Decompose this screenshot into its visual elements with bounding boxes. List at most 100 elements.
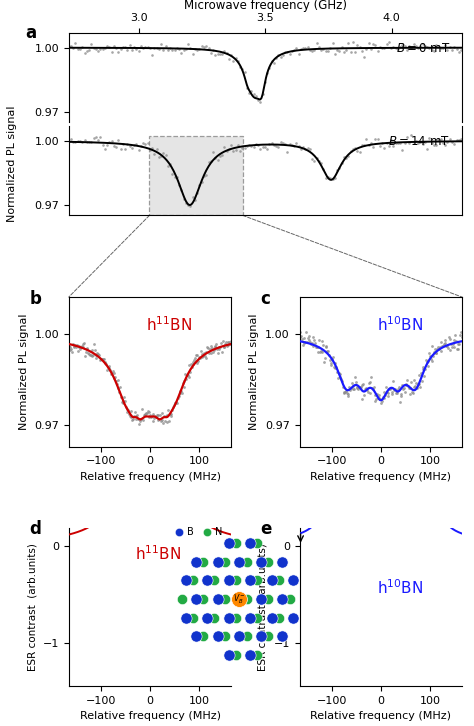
Point — [338, 375, 346, 387]
Point — [81, 46, 88, 58]
Point — [130, 41, 138, 53]
Point — [363, 383, 370, 395]
Point — [91, 344, 99, 356]
Point — [223, 144, 230, 156]
Point — [410, 375, 418, 386]
Point — [327, 172, 334, 184]
Point — [346, 381, 353, 393]
Point — [119, 41, 127, 53]
Point — [446, 344, 453, 356]
Point — [145, 412, 152, 423]
Point — [419, 38, 427, 50]
Point — [423, 41, 431, 53]
Point — [232, 574, 239, 586]
Point — [243, 593, 250, 605]
Point — [162, 410, 170, 422]
Point — [309, 331, 317, 343]
Point — [126, 140, 133, 152]
Point — [423, 143, 431, 155]
Point — [322, 341, 329, 353]
Point — [217, 341, 224, 353]
Point — [401, 137, 409, 149]
Point — [184, 199, 192, 211]
Point — [395, 381, 403, 393]
Point — [106, 41, 113, 53]
Point — [367, 372, 375, 383]
Point — [214, 155, 221, 166]
Point — [189, 574, 197, 586]
Point — [90, 338, 98, 350]
Point — [121, 41, 129, 53]
Point — [210, 574, 218, 586]
Point — [168, 404, 176, 416]
Point — [338, 157, 346, 168]
Point — [436, 341, 444, 353]
Point — [72, 136, 79, 148]
Point — [377, 397, 385, 409]
Point — [189, 192, 197, 203]
Point — [210, 344, 218, 356]
Point — [381, 142, 388, 154]
Point — [314, 341, 321, 353]
Point — [135, 45, 142, 57]
Point — [358, 393, 365, 405]
Point — [243, 140, 251, 152]
Point — [312, 341, 319, 353]
Point — [133, 138, 140, 150]
Point — [414, 378, 421, 390]
Point — [422, 354, 429, 366]
Point — [135, 418, 143, 430]
Point — [221, 338, 229, 350]
Point — [421, 136, 429, 148]
Point — [255, 94, 262, 105]
Point — [221, 593, 229, 605]
Point — [310, 340, 317, 352]
Point — [394, 383, 402, 395]
Point — [149, 415, 156, 427]
Point — [415, 370, 422, 381]
Point — [177, 386, 185, 397]
Point — [437, 134, 445, 145]
Point — [133, 410, 140, 422]
Point — [340, 386, 347, 398]
Point — [166, 409, 173, 420]
Point — [394, 44, 401, 55]
Point — [193, 44, 201, 55]
Point — [264, 143, 271, 155]
Point — [326, 354, 334, 365]
Point — [257, 593, 264, 605]
Point — [201, 351, 209, 362]
Point — [227, 49, 235, 61]
Point — [194, 357, 201, 369]
Point — [371, 389, 378, 401]
Point — [193, 187, 201, 199]
Point — [264, 556, 272, 568]
Point — [65, 135, 73, 147]
Point — [457, 44, 465, 55]
Point — [184, 38, 192, 49]
Point — [451, 334, 458, 346]
Point — [202, 169, 210, 181]
Point — [433, 347, 440, 359]
Point — [83, 342, 91, 354]
Point — [268, 55, 275, 67]
Point — [270, 139, 278, 150]
Point — [223, 47, 230, 59]
Point — [88, 345, 95, 356]
Point — [374, 45, 382, 57]
Y-axis label: Normalized PL signal: Normalized PL signal — [18, 314, 28, 430]
Point — [65, 41, 73, 52]
Point — [88, 136, 95, 148]
Point — [220, 341, 228, 353]
Point — [173, 396, 180, 408]
Text: $B = 0\ \mathrm{mT}$: $B = 0\ \mathrm{mT}$ — [396, 41, 450, 54]
Point — [227, 139, 235, 150]
Point — [220, 45, 228, 57]
Point — [372, 39, 379, 51]
Point — [360, 139, 368, 151]
Point — [184, 370, 191, 381]
Point — [232, 612, 239, 624]
Point — [225, 144, 233, 155]
Point — [247, 140, 255, 152]
Point — [196, 352, 204, 364]
